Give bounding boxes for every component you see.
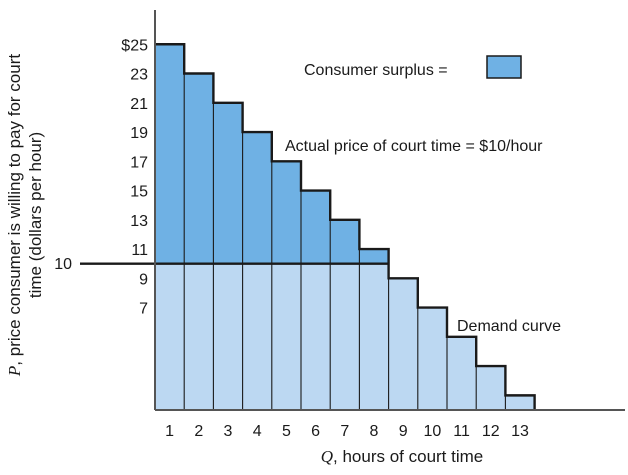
y-tick-labels: $25 23 21 19 17 15 13 11 9 7 <box>121 37 148 317</box>
price-line-label: 10 <box>54 256 72 273</box>
cost-bar <box>505 395 535 410</box>
cost-bar <box>271 263 301 410</box>
cost-bar <box>184 263 214 410</box>
y-tick-label: 21 <box>130 96 148 113</box>
y-tick-label: 19 <box>130 125 148 142</box>
x-tick-label: 11 <box>453 423 470 440</box>
x-tick-label: 9 <box>399 423 408 440</box>
x-tick-label: 7 <box>340 423 349 440</box>
y-tick-label: 17 <box>130 154 148 171</box>
y-axis-title-line2: time (dollars per hour) <box>26 132 45 298</box>
x-tick-label: 10 <box>424 423 442 440</box>
below-price-bars <box>155 263 535 410</box>
x-axis-title-rest: , hours of court time <box>333 447 483 466</box>
surplus-bar <box>213 102 243 264</box>
surplus-bar <box>359 249 389 264</box>
surplus-bar <box>155 44 185 264</box>
demand-curve-staircase <box>155 43 536 410</box>
cost-bar <box>388 278 418 410</box>
surplus-bar <box>271 161 301 264</box>
x-tick-label: 5 <box>282 423 291 440</box>
consumer-surplus-swatch <box>486 55 522 79</box>
cost-bar <box>213 263 243 410</box>
y-tick-label: 15 <box>130 184 148 201</box>
y-axis-title-line1: , price consumer is willing to pay for c… <box>5 54 24 366</box>
x-axis-variable: Q <box>321 447 333 466</box>
actual-price-annotation: Actual price of court time = $10/hour <box>285 138 543 155</box>
cost-bar <box>330 263 360 410</box>
bar-dividers <box>183 44 506 410</box>
x-tick-label: 1 <box>165 423 174 440</box>
cost-bar <box>417 307 447 410</box>
svg-text:P, price consumer is willing t: P, price consumer is willing to pay for … <box>5 54 24 377</box>
x-tick-label: 2 <box>194 423 203 440</box>
cost-bar <box>447 336 477 410</box>
surplus-bar <box>242 132 272 264</box>
cost-bar <box>301 263 331 410</box>
x-tick-label: 3 <box>224 423 233 440</box>
y-tick-label: 23 <box>130 67 148 84</box>
y-tick-label: $25 <box>121 37 148 54</box>
x-tick-labels: 1 2 3 4 5 6 7 8 9 10 11 12 13 <box>165 423 529 440</box>
consumer-surplus-label: Consumer surplus = <box>304 62 448 79</box>
surplus-bar <box>330 219 360 264</box>
y-tick-label: 13 <box>130 213 148 230</box>
demand-curve-label: Demand curve <box>457 318 561 335</box>
x-tick-label: 13 <box>511 423 529 440</box>
cost-bar <box>359 263 389 410</box>
x-tick-label: 6 <box>311 423 320 440</box>
surplus-bar <box>184 73 214 264</box>
x-tick-label: 4 <box>253 423 262 440</box>
cost-bar <box>155 263 185 410</box>
cost-bar <box>242 263 272 410</box>
y-tick-label: 9 <box>139 271 148 288</box>
y-axis-variable: P <box>5 366 24 377</box>
cost-bar <box>476 366 506 410</box>
consumer-surplus-bars <box>155 44 389 264</box>
x-tick-label: 12 <box>482 423 500 440</box>
y-tick-label: 11 <box>131 242 148 259</box>
y-axis-title: P, price consumer is willing to pay for … <box>5 54 45 377</box>
x-axis-title: Q, hours of court time <box>321 447 484 466</box>
x-tick-label: 8 <box>370 423 379 440</box>
y-tick-label: 7 <box>139 301 148 318</box>
surplus-bar <box>301 190 331 264</box>
